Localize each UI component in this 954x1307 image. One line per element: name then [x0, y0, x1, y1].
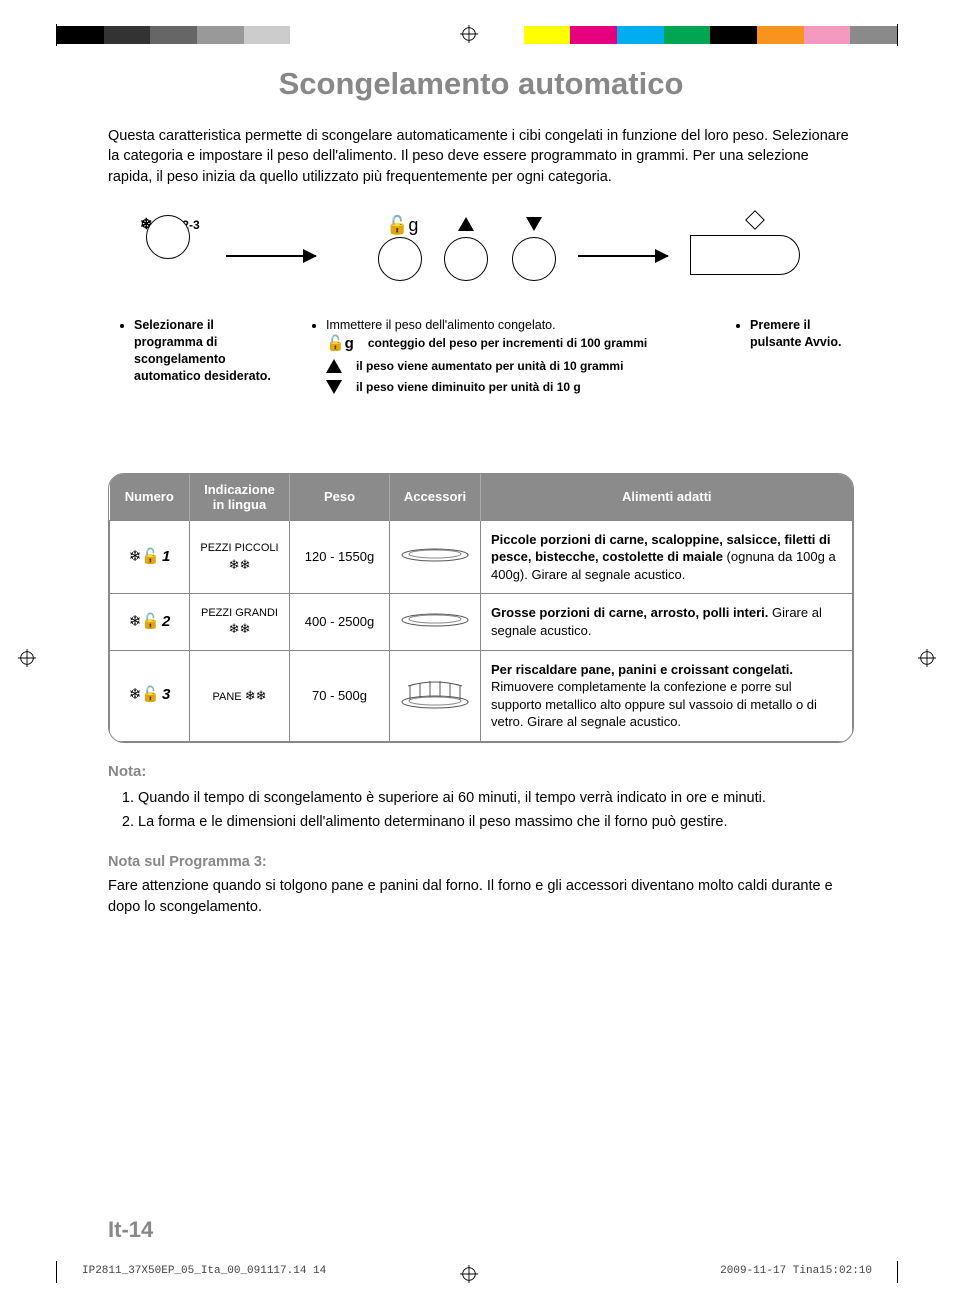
- arrow-icon: [226, 255, 316, 257]
- cell-alimenti: Per riscaldare pane, panini e croissant …: [481, 650, 853, 741]
- defrost-table: Numero Indicazione in lingua Peso Access…: [108, 473, 854, 743]
- crop-mark: [897, 1261, 898, 1283]
- step2-r1: conteggio del peso per incrementi di 100…: [368, 336, 647, 350]
- registration-mark: [918, 649, 936, 667]
- cell-peso: 120 - 1550g: [290, 520, 390, 594]
- triangle-up-icon: [458, 217, 474, 231]
- notes-heading: Nota:: [108, 763, 854, 780]
- cell-peso: 70 - 500g: [290, 650, 390, 741]
- registration-mark: [460, 25, 478, 43]
- th-numero: Numero: [110, 474, 190, 521]
- cell-accessori: [390, 520, 481, 594]
- print-footer: IP2811_37X50EP_05_Ita_00_091117.14 14 20…: [82, 1265, 872, 1277]
- cell-peso: 400 - 2500g: [290, 594, 390, 650]
- page-title: Scongelamento automatico: [108, 66, 854, 102]
- step-bullets: Selezionare il programma di scongelament…: [108, 317, 854, 401]
- crop-mark: [897, 24, 898, 46]
- notes-sub-text: Fare attenzione quando si tolgono pane e…: [108, 876, 854, 917]
- dial-button-icon: [444, 237, 488, 281]
- registration-mark: [18, 649, 36, 667]
- cell-alimenti: Grosse porzioni di carne, arrosto, polli…: [481, 594, 853, 650]
- step-diagram: ❄🔓 1-2-3 🔓g: [108, 215, 854, 305]
- cell-indicazione: PEZZI GRANDI ❄❄: [190, 594, 290, 650]
- cell-indicazione: PANE ❄❄: [190, 650, 290, 741]
- dial-button-icon: [512, 237, 556, 281]
- step3-text: Premere il pulsante Avvio.: [750, 317, 854, 351]
- th-accessori: Accessori: [390, 474, 481, 521]
- arrow-icon: [578, 255, 668, 257]
- table-row: ❄🔓1PEZZI PICCOLI ❄❄120 - 1550g Piccole po…: [110, 520, 853, 594]
- weight-icon: 🔓g: [386, 215, 418, 236]
- cell-accessori: [390, 650, 481, 741]
- print-footer-right: 2009-11-17 Tina15:02:10: [720, 1265, 872, 1277]
- notes-section: Nota: Quando il tempo di scongelamento è…: [108, 763, 854, 917]
- dial-button-icon: [378, 237, 422, 281]
- th-indicazione: Indicazione in lingua: [190, 474, 290, 521]
- table-row: ❄🔓2PEZZI GRANDI ❄❄400 - 2500g Grosse porz…: [110, 594, 853, 650]
- triangle-up-icon: [326, 359, 342, 373]
- cell-accessori: [390, 594, 481, 650]
- diamond-icon: [745, 210, 765, 230]
- print-footer-left: IP2811_37X50EP_05_Ita_00_091117.14 14: [82, 1265, 326, 1277]
- intro-text: Questa caratteristica permette di sconge…: [108, 126, 854, 187]
- start-button-shape: [690, 235, 800, 275]
- th-peso: Peso: [290, 474, 390, 521]
- dial-button-icon: [146, 215, 190, 259]
- cell-numero: ❄🔓3: [110, 650, 190, 741]
- note-item: Quando il tempo di scongelamento è super…: [138, 788, 854, 808]
- step2-head: Immettere il peso dell'alimento congelat…: [326, 317, 702, 334]
- crop-mark: [56, 24, 57, 46]
- page-number: It-14: [108, 1217, 153, 1243]
- step2-r2: il peso viene aumentato per unità di 10 …: [356, 359, 623, 373]
- crop-mark: [56, 1261, 57, 1283]
- th-alimenti: Alimenti adatti: [481, 474, 853, 521]
- cell-numero: ❄🔓2: [110, 594, 190, 650]
- cell-indicazione: PEZZI PICCOLI ❄❄: [190, 520, 290, 594]
- note-item: La forma e le dimensioni dell'alimento d…: [138, 812, 854, 832]
- table-row: ❄🔓3PANE ❄❄70 - 500g Per riscaldare pane, …: [110, 650, 853, 741]
- step1-text: Selezionare il programma di scongelament…: [134, 317, 278, 385]
- triangle-down-icon: [326, 380, 342, 394]
- triangle-down-icon: [526, 217, 542, 231]
- weight-icon: 🔓g: [326, 334, 354, 352]
- cell-alimenti: Piccole porzioni di carne, scaloppine, s…: [481, 520, 853, 594]
- step2-r3: il peso viene diminuito per unità di 10 …: [356, 380, 581, 394]
- notes-sub-heading: Nota sul Programma 3:: [108, 854, 854, 870]
- cell-numero: ❄🔓1: [110, 520, 190, 594]
